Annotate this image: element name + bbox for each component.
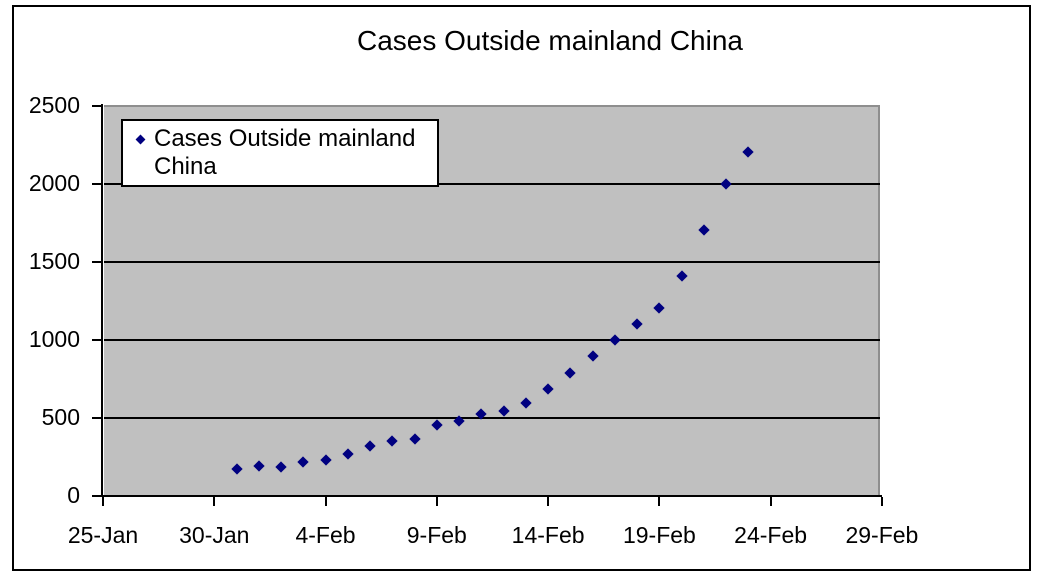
legend-diamond-icon — [135, 134, 146, 145]
gridline-2000 — [104, 182, 880, 185]
x-tick-24-Feb — [769, 497, 772, 506]
y-tick-2500 — [92, 104, 102, 107]
y-tick-label-1500: 1500 — [28, 248, 80, 274]
x-tick-label-25-Jan: 25-Jan — [67, 522, 139, 548]
x-tick-9-Feb — [435, 497, 438, 506]
x-tick-label-30-Jan: 30-Jan — [179, 522, 250, 548]
y-tick-500 — [92, 416, 102, 419]
x-tick-4-Feb — [324, 497, 327, 506]
x-tick-label-19-Feb: 19-Feb — [622, 522, 696, 548]
y-tick-label-1000: 1000 — [28, 326, 80, 352]
y-tick-label-500: 500 — [41, 404, 80, 430]
x-tick-14-Feb — [547, 497, 550, 506]
legend-series-label: Cases Outside mainland China — [154, 125, 416, 180]
y-tick-1500 — [92, 260, 102, 263]
y-tick-1000 — [92, 338, 102, 341]
x-tick-30-Jan — [213, 497, 216, 506]
x-tick-label-29-Feb: 29-Feb — [845, 522, 919, 548]
x-tick-29-Feb — [880, 497, 883, 506]
y-tick-0 — [92, 494, 102, 497]
x-tick-19-Feb — [658, 497, 661, 506]
y-tick-label-0: 0 — [67, 482, 80, 508]
x-tick-label-9-Feb: 9-Feb — [406, 522, 467, 548]
y-tick-label-2500: 2500 — [28, 92, 80, 118]
x-tick-label-4-Feb: 4-Feb — [295, 522, 356, 548]
gridline-1500 — [104, 260, 880, 263]
y-tick-2000 — [92, 182, 102, 185]
y-axis-line — [101, 104, 103, 497]
gridline-500 — [104, 416, 880, 419]
x-tick-25-Jan — [102, 497, 104, 506]
x-tick-label-24-Feb: 24-Feb — [734, 522, 808, 548]
y-tick-label-2000: 2000 — [28, 170, 80, 196]
gridline-1000 — [104, 338, 880, 341]
x-tick-label-14-Feb: 14-Feb — [511, 522, 585, 548]
x-axis-line — [101, 495, 882, 497]
chart-title: Cases Outside mainland China — [357, 25, 743, 56]
legend: Cases Outside mainland China — [121, 119, 439, 187]
